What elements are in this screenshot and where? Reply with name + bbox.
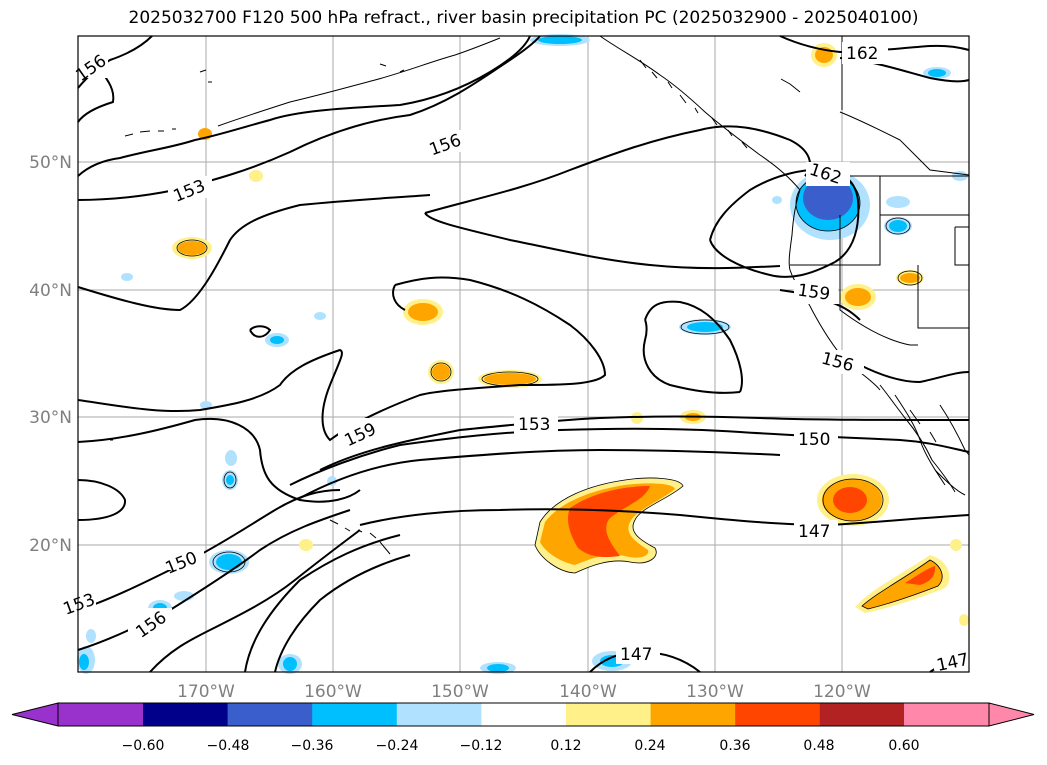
colorbar-outline (57, 702, 990, 727)
contour-label: 147 (798, 522, 830, 542)
colorbar-segment (650, 703, 736, 726)
lat-labels: 50°N 40°N 30°N 20°N (29, 153, 72, 556)
lon-label: 140°W (559, 682, 617, 702)
lon-label: 170°W (177, 682, 235, 702)
lat-label: 30°N (29, 408, 72, 428)
colorbar-extend-min (11, 702, 59, 727)
colorbar (11, 702, 1035, 727)
contour-label: 159 (796, 281, 831, 305)
lon-labels: 170°W 160°W 150°W 140°W 130°W 120°W (177, 682, 871, 702)
lat-label: 40°N (29, 281, 72, 301)
contour-label: 162 (846, 44, 878, 64)
colorbar-segment (396, 703, 482, 726)
colorbar-segment (566, 703, 652, 726)
contour-label: 150 (798, 430, 830, 450)
colorbar-tick-label: 0.60 (888, 738, 919, 754)
colorbar-tick-label: −0.36 (291, 738, 334, 754)
colorbar-tick-label: 0.36 (719, 738, 750, 754)
contour-labels: 156 162 153 156 162 159 156 159 153 150 … (60, 42, 974, 676)
colorbar-segment (481, 703, 567, 726)
colorbar-tick-label: 0.48 (803, 738, 834, 754)
colorbar-tick-label: −0.48 (207, 738, 250, 754)
lon-label: 160°W (304, 682, 362, 702)
map-title: 2025032700 F120 500 hPa refract., river … (128, 8, 919, 28)
map-border (77, 35, 970, 673)
lon-label: 130°W (686, 682, 744, 702)
contour-label: 147 (620, 645, 652, 665)
lon-label: 120°W (813, 682, 871, 702)
precip-shading (77, 34, 969, 674)
colorbar-segment (735, 703, 821, 726)
colorbar-tick-label: −0.12 (460, 738, 503, 754)
colorbar-tick-label: −0.60 (122, 738, 165, 754)
lat-label: 50°N (29, 153, 72, 173)
lon-label: 150°W (431, 682, 489, 702)
shade-outlines (176, 174, 943, 610)
colorbar-segment (58, 703, 143, 726)
colorbar-tick-label: −0.24 (376, 738, 419, 754)
lat-label: 20°N (29, 536, 72, 556)
colorbar-tick-label: 0.24 (634, 738, 665, 754)
colorbar-extend-max (988, 702, 1035, 727)
colorbar-tick-label: 0.12 (550, 738, 581, 754)
colorbar-segment (143, 703, 229, 726)
colorbar-segment (227, 703, 313, 726)
colorbar-segment (904, 703, 989, 726)
colorbar-segment (819, 703, 905, 726)
contour-label: 153 (518, 415, 550, 435)
colorbar-segment (312, 703, 398, 726)
colorbar-labels: −0.60 −0.48 −0.36 −0.24 −0.12 0.12 0.24 … (122, 738, 920, 754)
contours (77, 35, 970, 673)
